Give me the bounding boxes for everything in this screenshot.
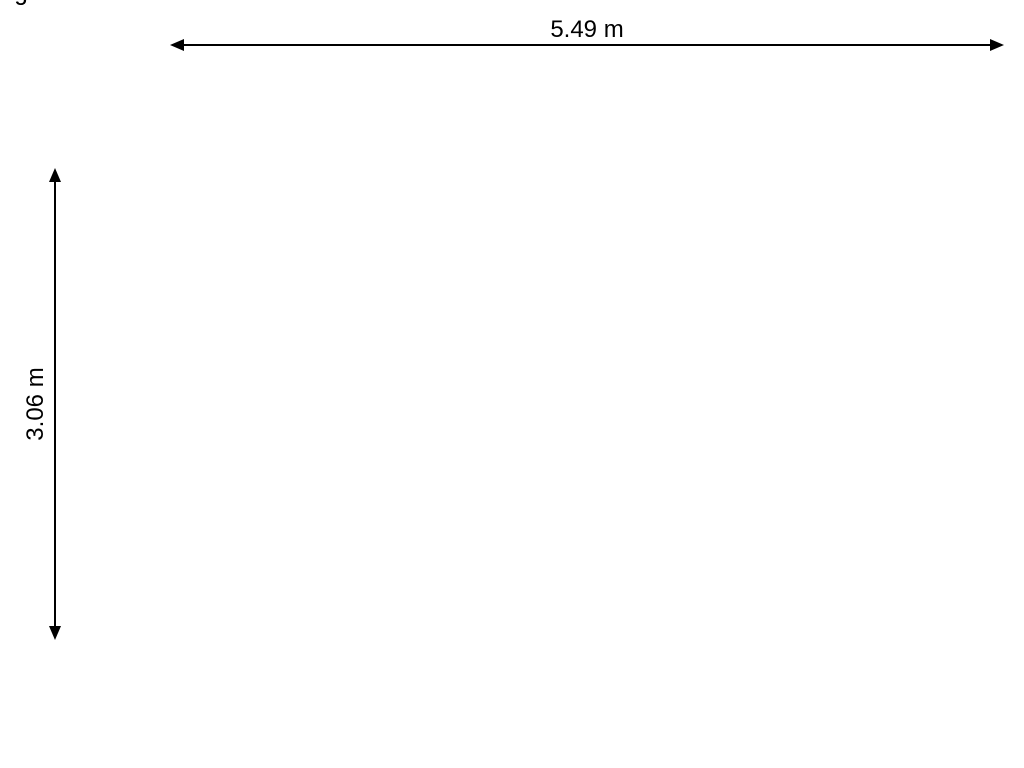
floor-plan-canvas: 5.49 m 3.06 m Garage Garage (0, 0, 1024, 768)
dimension-width-label: 5.49 m (550, 16, 623, 43)
room-label: Garage (0, 0, 43, 6)
dimension-top: 5.49 m (170, 16, 1004, 51)
dimension-height-label: 3.06 m (22, 367, 49, 440)
dimension-left: 3.06 m (22, 168, 61, 640)
